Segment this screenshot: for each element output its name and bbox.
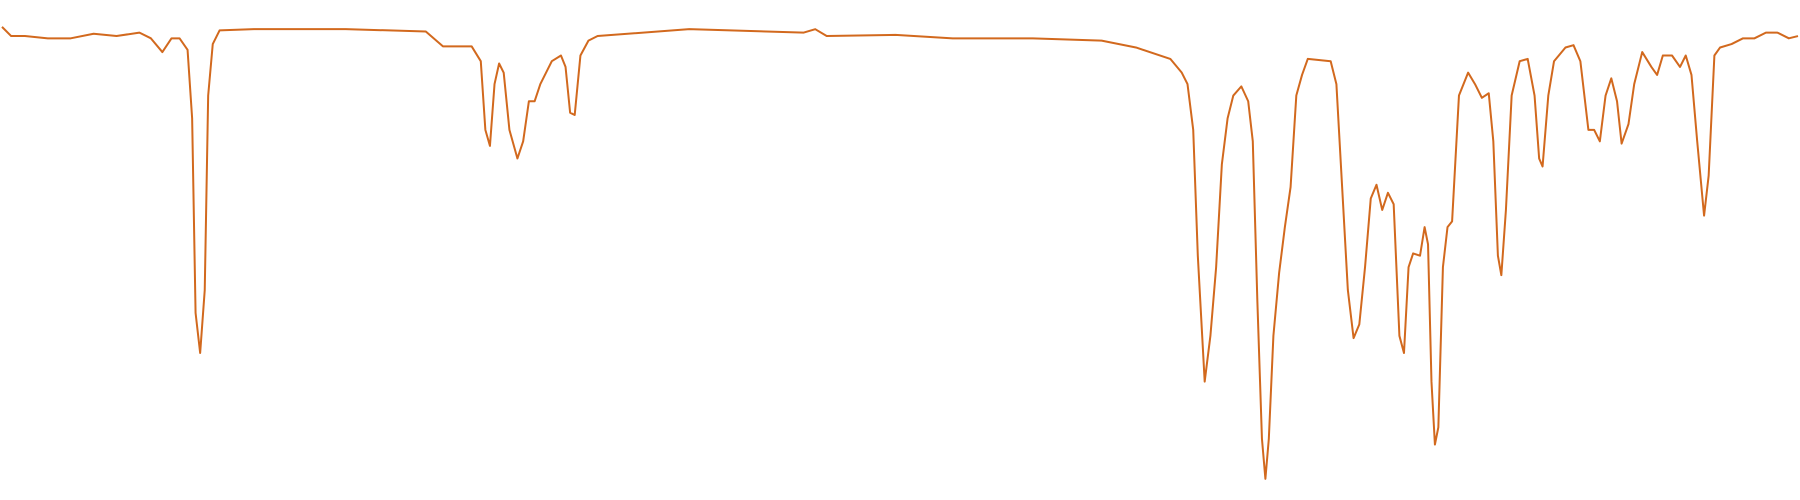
spectrum-line [1,26,1799,480]
